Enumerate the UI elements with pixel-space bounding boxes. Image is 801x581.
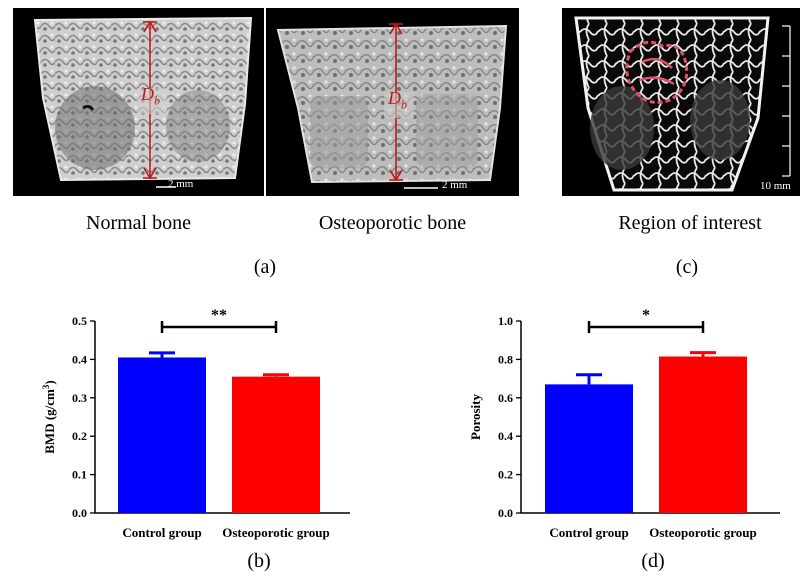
y-tick-label: 0.2 <box>72 429 87 443</box>
normal-bone-caption: Normal bone <box>86 212 191 234</box>
panel-label-a: (a) <box>253 256 277 278</box>
y-tick-label: 0.0 <box>498 506 513 520</box>
porosity-chart: 0.0 0.2 0.4 0.6 0.8 1.0 Control group Osteoporo… <box>432 305 801 545</box>
osteoporotic-bone-image <box>266 8 519 196</box>
panel-label-c: (c) <box>675 256 699 278</box>
y-tick-label: 0.8 <box>498 352 513 366</box>
normal-bone-dimension-label: Db <box>141 84 160 108</box>
bar-control <box>118 357 206 513</box>
category-label: Osteoporotic group <box>649 525 757 540</box>
panel-label-b: (b) <box>247 550 271 572</box>
significance-marker: ** <box>211 307 227 324</box>
bar-osteoporotic <box>659 356 747 513</box>
y-axis-title-end: ) <box>42 380 57 384</box>
y-tick-label: 0.1 <box>72 468 87 482</box>
panel-label-d: (d) <box>641 550 665 572</box>
y-tick-label: 0.0 <box>72 506 87 520</box>
y-tick-label: 0.6 <box>498 391 513 405</box>
category-label: Control group <box>122 525 201 540</box>
normal-bone-scale-text: 2 mm <box>168 178 194 190</box>
y-axis-title-main: Porosity <box>468 394 483 440</box>
roi-scale-text: 10 mm <box>760 180 791 192</box>
category-label: Control group <box>549 525 628 540</box>
y-tick-label: 0.4 <box>72 352 87 366</box>
y-axis-title-sup: 3 <box>41 384 51 389</box>
roi-caption: Region of interest <box>618 212 762 234</box>
y-tick-label: 0.5 <box>72 314 87 328</box>
y-tick-label: 0.4 <box>498 429 513 443</box>
significance-marker: * <box>642 307 650 324</box>
y-axis-title: Porosity <box>468 394 483 440</box>
y-axis-title-main: BMD (g/cm <box>42 389 57 454</box>
category-label: Osteoporotic group <box>222 525 330 540</box>
bmd-chart: 0.0 0.1 0.2 0.3 0.4 0.5 Control group Osteoporo… <box>20 305 400 545</box>
bar-osteoporotic <box>232 376 320 513</box>
bar-control <box>545 384 633 513</box>
bmd-chart-svg: 0.0 0.1 0.2 0.3 0.4 0.5 Control group Osteoporo… <box>41 307 350 540</box>
y-tick-label: 0.2 <box>498 468 513 482</box>
y-axis-title: BMD (g/cm3) <box>41 380 57 453</box>
region-of-interest-image <box>562 8 800 196</box>
porosity-chart-svg: 0.0 0.2 0.4 0.6 0.8 1.0 Control group Osteoporo… <box>468 307 780 540</box>
osteoporotic-bone-caption: Osteoporotic bone <box>318 212 467 234</box>
osteoporotic-bone-dimension-label: Db <box>388 88 407 112</box>
normal-bone-image <box>13 8 264 196</box>
osteoporotic-bone-scale-text: 2 mm <box>442 179 468 191</box>
y-tick-label: 0.3 <box>72 391 87 405</box>
y-tick-label: 1.0 <box>498 314 513 328</box>
